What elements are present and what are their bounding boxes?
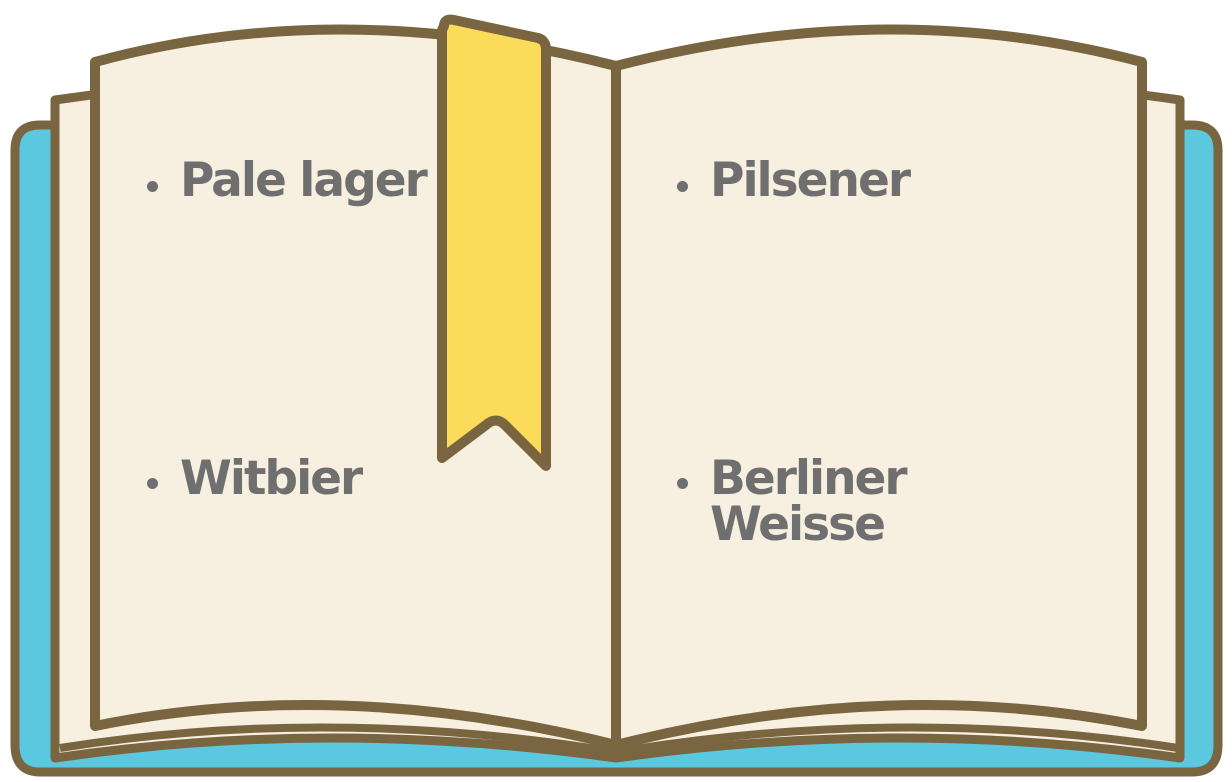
list-item-pale-lager: Pale lager [180, 153, 428, 208]
bullet-dot [147, 181, 158, 192]
left-page-bottom-edge [59, 723, 617, 756]
bullet-dot [677, 478, 688, 489]
bullet-dot [147, 478, 158, 489]
list-item-pilsener: Pilsener [710, 153, 911, 208]
right-page [611, 24, 1147, 750]
list-item-witbier: Witbier [180, 451, 363, 506]
bullet-dot [677, 181, 688, 192]
list-item-berliner-weisse: Berliner Weisse [710, 451, 908, 552]
bookmark-ribbon [437, 14, 551, 471]
right-page-bottom-edge [615, 723, 1179, 756]
